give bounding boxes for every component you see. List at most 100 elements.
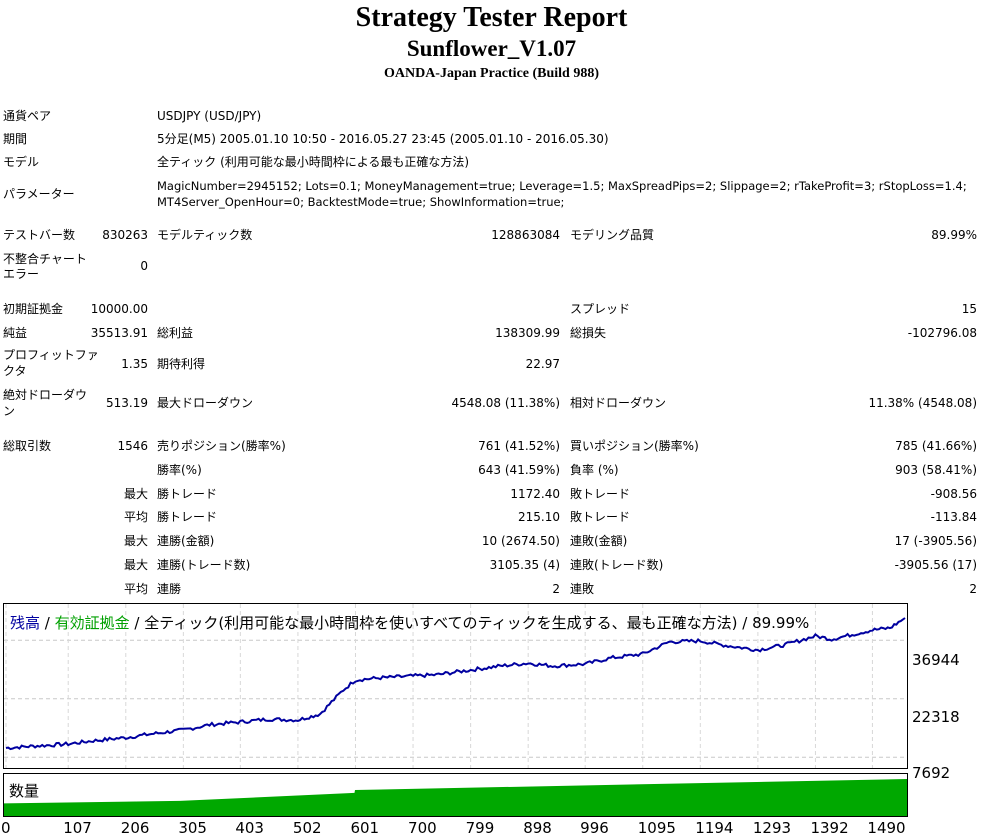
avg-win-value: 215.10 — [518, 510, 560, 524]
gross-loss-label: 総損失 — [570, 326, 607, 340]
x-tick-label: 996 — [580, 819, 609, 837]
symbol-label: 通貨ペア — [3, 109, 52, 123]
x-tick-label: 1095 — [637, 819, 676, 837]
largest-loss-label: 敗トレード — [570, 487, 631, 501]
total-trades-label: 総取引数 — [3, 439, 52, 453]
loss-value: 903 (58.41%) — [895, 463, 977, 477]
max-dd-label: 最大ドローダウン — [157, 396, 254, 410]
avg-cons-loss-label: 連敗 — [570, 582, 595, 596]
win-label: 勝率(%) — [157, 463, 202, 477]
avg-loss-value: -113.84 — [930, 510, 977, 524]
pf-value: 1.35 — [121, 357, 148, 371]
volume-chart: 数量 — [3, 773, 908, 817]
largest-win-value: 1172.40 — [510, 487, 560, 501]
avg-cons-win-value: 2 — [552, 582, 560, 596]
x-tick-label: 601 — [350, 819, 380, 837]
model-value: 全ティック (利用可能な最小時間枠による最も正確な方法) — [157, 155, 470, 169]
x-tick-label: 1194 — [695, 819, 734, 837]
cons-wins-cnt-label: 連勝(トレード数) — [157, 558, 251, 572]
avg-cons-loss-value: 2 — [969, 582, 977, 596]
x-tick-label: 700 — [408, 819, 437, 837]
abs-dd-label-2: ン — [3, 404, 16, 418]
report-title: Strategy Tester Report — [355, 2, 628, 33]
ticks-label: モデルティック数 — [157, 228, 253, 242]
rel-dd-value: 11.38% (4548.08) — [868, 396, 977, 410]
volume-chart-plot — [4, 779, 907, 816]
abs-dd-value: 513.19 — [106, 396, 148, 410]
x-tick-label: 1392 — [810, 819, 849, 837]
volume-label: 数量 — [9, 782, 40, 800]
long-value: 785 (41.66%) — [895, 439, 977, 453]
balance-chart: 残高 / 有効証拠金 / 全ティック(利用可能な最小時間枠を使いすべてのティック… — [3, 603, 908, 769]
quality-value: 89.99% — [931, 228, 977, 242]
gross-profit-label: 総利益 — [157, 326, 194, 340]
bars-value: 830263 — [102, 228, 148, 242]
cons-wins-amt-value: 10 (2674.50) — [481, 534, 560, 548]
mismatch-label-2: エラー — [3, 267, 40, 281]
long-label: 買いポジション(勝率%) — [570, 439, 699, 453]
legend-separator: / — [40, 614, 55, 632]
params-line-2: MT4Server_OpenHour=0; BacktestMode=true;… — [157, 195, 565, 209]
pf-label-2: クタ — [3, 364, 27, 378]
x-tick-label: 502 — [292, 819, 322, 837]
gross-loss-value: -102796.08 — [907, 326, 977, 340]
x-tick-label: 1293 — [752, 819, 792, 837]
cons-wins-amt-label: 連勝(金額) — [157, 534, 215, 548]
avg-win-label: 勝トレード — [157, 510, 218, 524]
balance-chart-plot — [4, 604, 907, 768]
bars-label: テストバー数 — [3, 228, 76, 242]
mismatch-label-1: 不整合チャート — [3, 252, 87, 266]
cons-loss-cnt-value: -3905.56 (17) — [894, 558, 977, 572]
net-value: 35513.91 — [90, 326, 148, 340]
x-tick-label: 799 — [465, 819, 495, 837]
deposit-value: 10000.00 — [90, 302, 148, 316]
largest-prefix: 最大 — [123, 487, 148, 501]
x-tick-label: 206 — [120, 819, 150, 837]
ticks-value: 128863084 — [491, 228, 560, 242]
period-value: 5分足(M5) 2005.01.10 10:50 - 2016.05.27 23… — [157, 132, 609, 146]
legend-balance: 残高 — [10, 614, 41, 632]
win-value: 643 (41.59%) — [478, 463, 560, 477]
max-cons-amt-prefix: 最大 — [123, 534, 148, 548]
balance-line — [5, 617, 906, 751]
y-tick-label: 22318 — [912, 708, 960, 726]
average-prefix: 平均 — [123, 510, 148, 524]
volume-area — [4, 779, 907, 816]
abs-dd-label-1: 絶対ドローダウ — [3, 388, 88, 402]
deposit-label: 初期証拠金 — [3, 302, 64, 316]
chart-legend: 残高 / 有効証拠金 / 全ティック(利用可能な最小時間枠を使いすべてのティック… — [10, 612, 809, 633]
broker-build: OANDA-Japan Practice (Build 988) — [383, 66, 600, 81]
pf-label-1: プロフィットファ — [3, 348, 99, 362]
legend-equity: 有効証拠金 — [54, 614, 130, 632]
rel-dd-label: 相対ドローダウン — [570, 396, 667, 410]
x-tick-label: 403 — [235, 819, 264, 837]
spread-value: 15 — [961, 302, 977, 316]
max-dd-value: 4548.08 (11.38%) — [451, 396, 560, 410]
cons-wins-cnt-value: 3105.35 (4) — [489, 558, 560, 572]
x-tick-label: 1490 — [867, 819, 906, 837]
net-label: 純益 — [3, 326, 28, 340]
short-value: 761 (41.52%) — [478, 439, 560, 453]
legend-model: / 全ティック(利用可能な最小時間枠を使いすべてのティックを生成する、最も正確な… — [129, 614, 810, 632]
x-tick-label: 107 — [63, 819, 92, 837]
model-label: モデル — [3, 155, 40, 169]
largest-win-label: 勝トレード — [157, 487, 218, 501]
x-tick-label: 0 — [1, 819, 11, 837]
params-label: パラメーター — [3, 187, 75, 201]
avg-cons-win-label: 連勝 — [157, 582, 182, 596]
avg-loss-label: 敗トレード — [570, 510, 631, 524]
symbol-value: USDJPY (USD/JPY) — [157, 109, 262, 123]
total-trades-value: 1546 — [117, 439, 148, 453]
spread-label: スプレッド — [570, 302, 631, 316]
short-label: 売りポジション(勝率%) — [157, 439, 286, 453]
cons-loss-amt-value: 17 (-3905.56) — [894, 534, 977, 548]
max-cons-cnt-prefix: 最大 — [123, 558, 148, 572]
gross-profit-value: 138309.99 — [495, 326, 560, 340]
expected-value: 22.97 — [525, 357, 560, 371]
y-tick-label: 7692 — [912, 764, 951, 782]
x-tick-label: 305 — [178, 819, 207, 837]
avg-cons-prefix: 平均 — [123, 582, 148, 596]
y-tick-label: 36944 — [912, 651, 960, 669]
params-line-1: MagicNumber=2945152; Lots=0.1; MoneyMana… — [157, 179, 967, 193]
cons-loss-amt-label: 連敗(金額) — [570, 534, 628, 548]
